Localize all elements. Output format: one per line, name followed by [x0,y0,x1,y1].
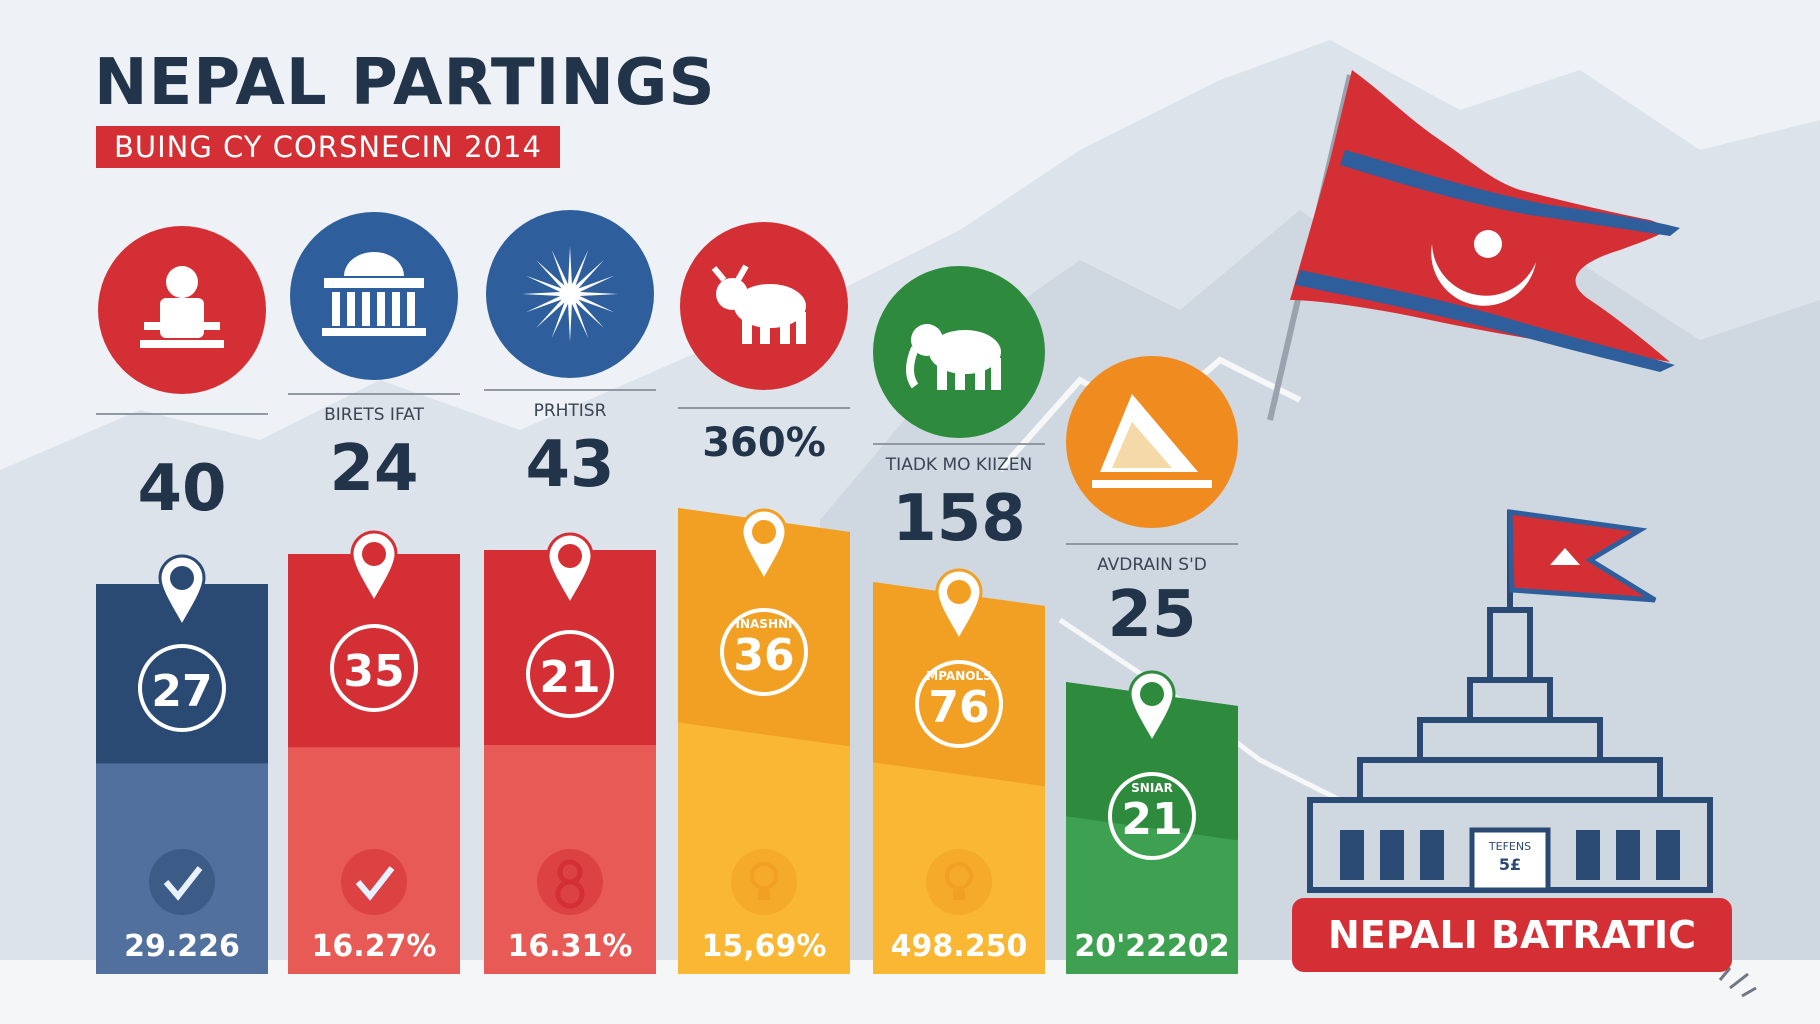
location-pin-icon [740,508,788,584]
bar-label: SNIAR [1131,781,1173,795]
footer-value: 15,69% [702,929,827,964]
elephant-icon [873,266,1045,438]
door-value: 5£ [1499,855,1521,874]
stat-value: 43 [525,428,614,502]
bar-value-ring [330,624,418,712]
eight-icon [537,849,603,915]
leader-icon [98,226,266,394]
check-icon [341,849,407,915]
door-label: TEFENS [1488,840,1531,853]
bar-value-ring [138,644,226,732]
nepal-flag-icon [1267,70,1680,421]
column-label: AVDRAIN S'D [1097,555,1207,575]
party-name-badge: NEPALI BATRATIC [1292,898,1732,972]
stat-value: 24 [329,432,418,506]
bull-icon [680,222,848,390]
location-pin-icon [1128,670,1176,746]
bar-value: 76 [928,682,989,733]
bar-top [96,584,268,764]
footer-value: 16.27% [312,929,437,964]
temple-icon [290,212,458,380]
parliament-building-icon: TEFENS 5£ [1307,509,1713,893]
bulb-icon [926,849,992,915]
column-label: BIRETS IFAT [324,405,424,425]
footer-value: 16.31% [508,929,633,964]
bar-value: 35 [343,646,404,697]
footer-value: 20'22202 [1074,929,1229,964]
bar-value-ring [720,608,808,696]
location-pin-icon [350,530,398,606]
bar-top [288,554,460,748]
bar-value: 21 [539,652,600,703]
bar-value: 36 [733,630,794,681]
bar-top [484,550,656,746]
stat-value: 360% [702,420,826,466]
check-icon [149,849,215,915]
bar-value: 27 [151,666,212,717]
pyramid-icon [1066,356,1238,528]
location-pin-icon [935,568,983,644]
stat-value: 25 [1107,578,1196,652]
stat-value: 158 [892,482,1026,556]
bar-value-ring [526,630,614,718]
bar-value: 21 [1121,794,1182,845]
bulb-icon [731,849,797,915]
footer-value: 29.226 [124,929,240,964]
stat-value: 40 [137,452,226,526]
bar-top [873,582,1045,787]
column-label: TIADK MO KIIZEN [885,455,1032,475]
bar-label: INASHNI [736,617,793,631]
bar-value-ring [915,660,1003,748]
bar-top [678,508,850,747]
page-subtitle: BUING CY CORSNECIN 2014 [96,126,560,168]
page-title: NEPAL PARTINGS [94,46,716,120]
footer-value: 498.250 [891,929,1028,964]
column-label: PRHTISR [534,401,607,421]
bar-label: MPANOLS [926,669,991,683]
location-pin-icon [546,532,594,608]
location-pin-icon [158,554,206,630]
sun-icon [486,210,654,378]
bar-value-ring [1108,772,1196,860]
bar-top [1066,682,1238,841]
